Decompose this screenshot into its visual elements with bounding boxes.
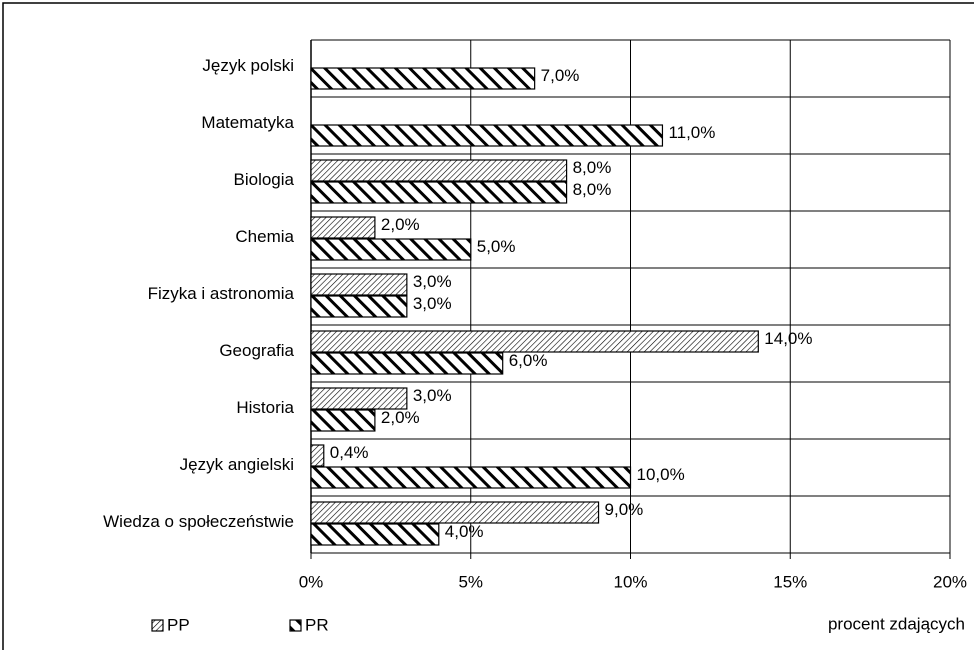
- y-tick-label: Język angielski: [180, 455, 294, 474]
- y-tick-label: Wiedza o społeczeństwie: [103, 512, 294, 531]
- bar: [310, 295, 408, 318]
- bar: [310, 159, 568, 182]
- y-tick-label: Chemia: [235, 227, 294, 246]
- y-tick-label: Matematyka: [201, 113, 294, 132]
- bar: [310, 352, 504, 375]
- value-label: 8,0%: [573, 158, 612, 177]
- value-label: 10,0%: [637, 465, 685, 484]
- value-label: 0,4%: [330, 443, 369, 462]
- value-label: 3,0%: [413, 386, 452, 405]
- value-label: 2,0%: [381, 215, 420, 234]
- bar: [310, 216, 376, 239]
- bar: [310, 409, 376, 432]
- bar: [310, 67, 536, 90]
- bar: [310, 501, 600, 524]
- bar: [310, 466, 632, 489]
- value-label: 2,0%: [381, 408, 420, 427]
- legend-swatch: [151, 619, 164, 632]
- y-tick-label: Historia: [236, 398, 294, 417]
- value-label: 14,0%: [764, 329, 812, 348]
- value-label: 7,0%: [541, 66, 580, 85]
- y-tick-label: Fizyka i astronomia: [148, 284, 295, 303]
- x-tick-label: 5%: [458, 572, 483, 591]
- bar: [310, 181, 568, 204]
- x-tick-label: 15%: [773, 572, 807, 591]
- y-tick-label: Biologia: [234, 170, 295, 189]
- value-label: 6,0%: [509, 351, 548, 370]
- x-tick-label: 10%: [613, 572, 647, 591]
- x-tick-label: 20%: [933, 572, 967, 591]
- value-label: 3,0%: [413, 294, 452, 313]
- y-tick-label: Język polski: [202, 56, 294, 75]
- value-label: 9,0%: [605, 500, 644, 519]
- bar: [310, 124, 664, 147]
- value-label: 8,0%: [573, 180, 612, 199]
- bar: [310, 444, 325, 467]
- value-label: 3,0%: [413, 272, 452, 291]
- x-tick-label: 0%: [299, 572, 324, 591]
- legend-label: PP: [167, 615, 190, 634]
- bar: [310, 238, 472, 261]
- bar: [310, 387, 408, 410]
- value-label: 5,0%: [477, 237, 516, 256]
- bar: [310, 523, 440, 546]
- bar: [310, 273, 408, 296]
- value-label: 11,0%: [668, 123, 715, 142]
- x-axis-label: procent zdających: [828, 614, 965, 633]
- legend-label: PR: [305, 615, 329, 634]
- legend-swatch: [289, 619, 302, 632]
- bar: [310, 330, 759, 353]
- y-tick-label: Geografia: [219, 341, 294, 360]
- value-label: 4,0%: [445, 522, 484, 541]
